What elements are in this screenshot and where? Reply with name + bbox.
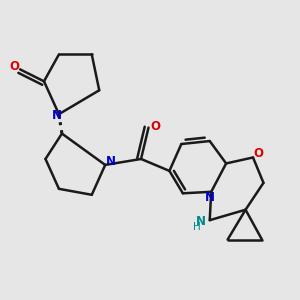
Text: O: O xyxy=(150,120,160,133)
Text: O: O xyxy=(10,61,20,74)
Text: N: N xyxy=(106,155,116,168)
Text: H: H xyxy=(193,222,200,232)
Text: O: O xyxy=(254,147,263,161)
Text: N: N xyxy=(52,109,61,122)
Text: N: N xyxy=(196,215,206,228)
Text: N: N xyxy=(205,191,215,204)
